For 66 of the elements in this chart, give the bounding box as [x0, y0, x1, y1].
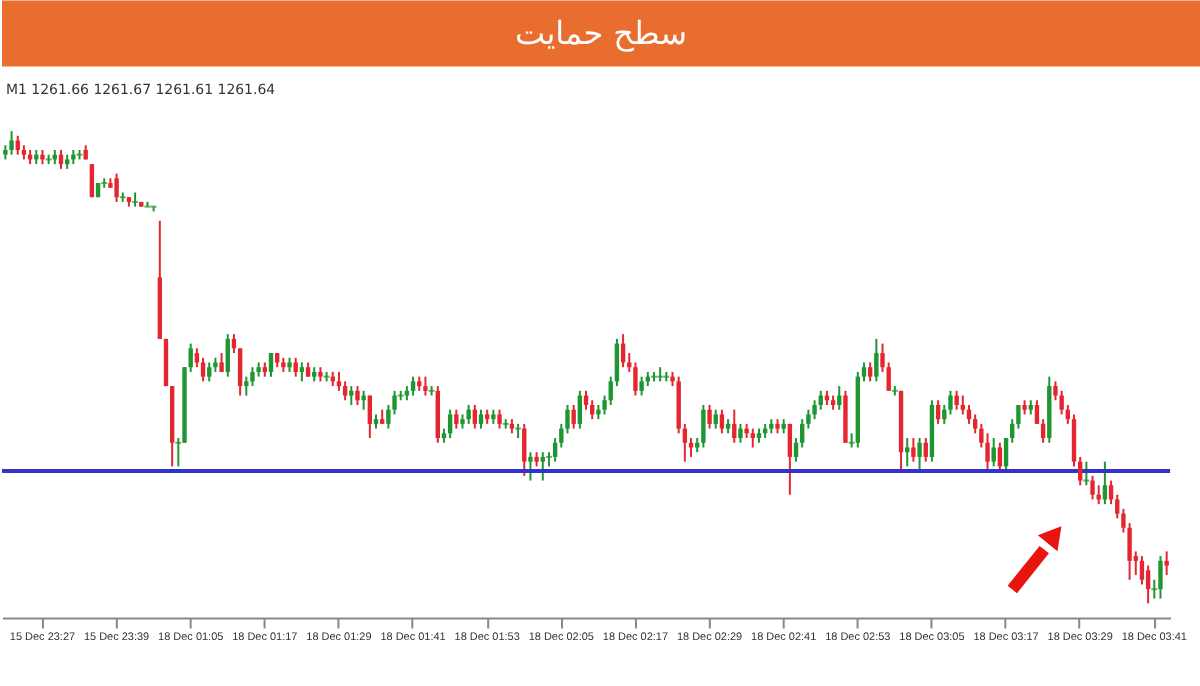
candlestick	[528, 451, 533, 482]
candlestick	[985, 432, 990, 473]
candlestick	[132, 191, 139, 208]
candlestick	[787, 422, 793, 496]
candlestick	[935, 399, 941, 425]
candlestick	[639, 375, 644, 397]
candlestick	[997, 441, 1003, 473]
candlestick	[1164, 550, 1169, 576]
candlestick	[719, 408, 725, 435]
candlestick	[954, 389, 959, 411]
candlestick	[89, 163, 95, 199]
candlestick	[874, 337, 879, 383]
candlestick	[435, 385, 440, 444]
candlestick	[342, 380, 348, 402]
candlestick	[410, 375, 416, 397]
candlestick	[571, 403, 576, 430]
candlestick	[497, 408, 502, 430]
candlestick	[207, 361, 212, 383]
candlestick	[349, 385, 354, 406]
candlestick	[472, 403, 478, 430]
candlestick	[299, 361, 305, 383]
candlestick	[917, 437, 922, 473]
candlestick	[268, 352, 274, 378]
candlestick	[250, 366, 255, 388]
candlestick	[423, 375, 428, 397]
candlestick	[466, 403, 471, 425]
candlestick	[991, 437, 996, 468]
candlestick	[200, 356, 206, 383]
candlestick	[960, 394, 966, 416]
candlestick	[707, 403, 712, 430]
candlestick	[1102, 460, 1108, 506]
candlestick	[948, 389, 953, 416]
candlestick	[454, 408, 459, 430]
candlestick	[732, 408, 737, 444]
candlestick	[843, 389, 848, 444]
candlestick	[9, 130, 14, 156]
candlestick	[336, 370, 342, 392]
candlestick	[867, 361, 873, 383]
candlestick	[701, 403, 706, 449]
candlestick	[1083, 460, 1090, 487]
candlestick	[244, 375, 249, 397]
candlestick	[1090, 474, 1095, 501]
candlestick	[911, 437, 916, 463]
candlestick	[114, 172, 119, 203]
candlestick	[750, 427, 755, 449]
candlestick	[355, 385, 360, 406]
candlestick	[522, 422, 527, 477]
candlestick	[447, 408, 453, 440]
candlestick	[577, 389, 583, 430]
candlestick	[478, 408, 484, 430]
candlestick	[923, 437, 928, 463]
candlestick	[1158, 555, 1163, 600]
candlestick	[225, 333, 230, 378]
candlestick	[738, 422, 743, 444]
candlestick	[633, 361, 638, 397]
chart-title: سطح حمایت	[515, 14, 687, 53]
candlestick	[812, 399, 817, 421]
candlestick	[367, 394, 373, 440]
candlestick	[219, 352, 224, 373]
candlestick	[540, 451, 545, 482]
candlestick	[1059, 389, 1064, 416]
candlestick	[905, 437, 910, 468]
candlestick	[713, 408, 718, 430]
candlestick	[361, 389, 366, 411]
candlestick	[1145, 564, 1151, 605]
candlestick	[293, 356, 298, 378]
